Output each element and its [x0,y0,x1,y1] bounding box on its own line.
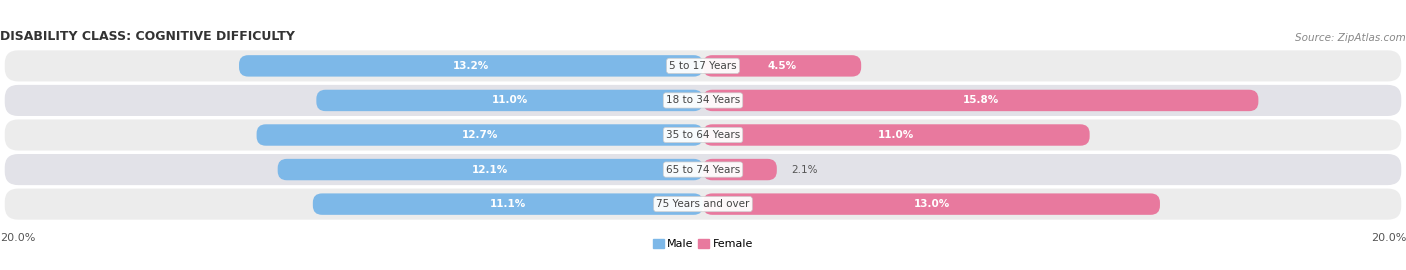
FancyBboxPatch shape [703,159,778,180]
Text: 13.2%: 13.2% [453,61,489,71]
Text: 11.0%: 11.0% [492,95,527,106]
FancyBboxPatch shape [703,55,860,77]
FancyBboxPatch shape [703,124,1090,146]
FancyBboxPatch shape [4,119,1402,151]
Text: 20.0%: 20.0% [1371,234,1406,244]
FancyBboxPatch shape [703,193,1160,215]
Text: 75 Years and over: 75 Years and over [657,199,749,209]
Text: 4.5%: 4.5% [768,61,797,71]
Legend: Male, Female: Male, Female [648,235,758,254]
Text: 18 to 34 Years: 18 to 34 Years [666,95,740,106]
FancyBboxPatch shape [314,193,703,215]
Text: Source: ZipAtlas.com: Source: ZipAtlas.com [1295,33,1406,43]
Text: DISABILITY CLASS: COGNITIVE DIFFICULTY: DISABILITY CLASS: COGNITIVE DIFFICULTY [0,31,295,43]
Text: 12.1%: 12.1% [472,164,509,175]
Text: 13.0%: 13.0% [914,199,949,209]
FancyBboxPatch shape [278,159,703,180]
Text: 11.0%: 11.0% [879,130,914,140]
Text: 65 to 74 Years: 65 to 74 Years [666,164,740,175]
FancyBboxPatch shape [703,90,1258,111]
FancyBboxPatch shape [4,188,1402,220]
Text: 35 to 64 Years: 35 to 64 Years [666,130,740,140]
Text: 12.7%: 12.7% [461,130,498,140]
FancyBboxPatch shape [4,50,1402,82]
Text: 5 to 17 Years: 5 to 17 Years [669,61,737,71]
Text: 20.0%: 20.0% [0,234,35,244]
FancyBboxPatch shape [257,124,703,146]
FancyBboxPatch shape [4,154,1402,185]
Text: 15.8%: 15.8% [963,95,998,106]
FancyBboxPatch shape [239,55,703,77]
FancyBboxPatch shape [316,90,703,111]
Text: 2.1%: 2.1% [790,164,817,175]
Text: 11.1%: 11.1% [489,199,526,209]
FancyBboxPatch shape [4,85,1402,116]
